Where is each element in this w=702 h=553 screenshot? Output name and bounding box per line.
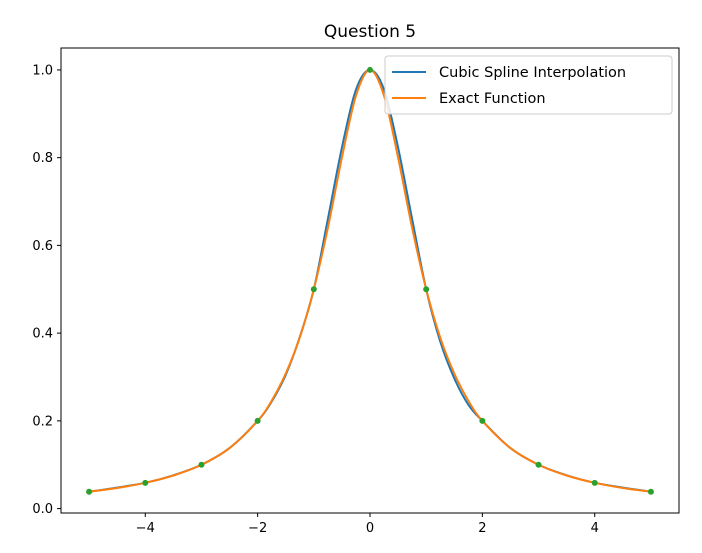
y-tick-label: 1.0	[32, 63, 53, 78]
legend: Cubic Spline Interpolation Exact Function	[384, 55, 673, 115]
legend-box	[384, 55, 673, 115]
x-tick-label: 2	[478, 521, 486, 536]
y-axis: 0.0 0.2 0.4 0.6 0.8 1.0	[32, 63, 61, 517]
data-point-marker	[647, 488, 654, 495]
x-axis: −4 −2 0 2 4	[136, 513, 599, 536]
y-tick-label: 0.8	[32, 151, 53, 166]
data-point-marker	[479, 417, 486, 424]
chart-title: Question 5	[324, 22, 416, 42]
data-point-marker	[591, 479, 598, 486]
legend-label: Exact Function	[439, 91, 546, 107]
series-line-1	[88, 68, 652, 493]
data-point-marker	[86, 488, 93, 495]
x-tick-label: −2	[248, 521, 267, 536]
x-tick-label: 4	[591, 521, 599, 536]
y-tick-label: 0.0	[32, 502, 53, 517]
data-point-marker	[254, 417, 261, 424]
data-point-marker	[423, 286, 430, 293]
series-layer	[86, 66, 654, 495]
data-point-marker	[310, 286, 317, 293]
data-point-marker	[142, 479, 149, 486]
x-tick-label: 0	[366, 521, 374, 536]
y-tick-label: 0.2	[32, 414, 53, 429]
data-point-marker	[198, 461, 205, 468]
legend-label: Cubic Spline Interpolation	[439, 65, 626, 81]
x-tick-label: −4	[136, 521, 155, 536]
data-point-marker	[367, 66, 373, 73]
y-tick-label: 0.6	[32, 239, 53, 254]
data-point-marker	[535, 461, 542, 468]
plot-area	[60, 47, 680, 514]
series-line-0	[88, 68, 652, 493]
y-tick-label: 0.4	[32, 327, 53, 342]
